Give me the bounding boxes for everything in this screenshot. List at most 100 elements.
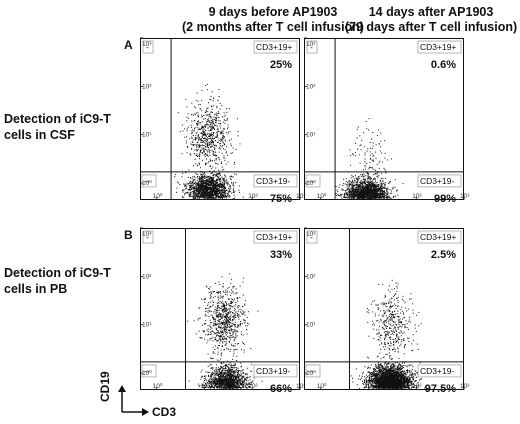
data-point <box>216 364 218 366</box>
data-point <box>206 196 208 198</box>
data-point <box>206 108 208 110</box>
data-point <box>214 173 216 175</box>
data-point <box>211 134 213 135</box>
data-point <box>230 300 232 302</box>
data-point <box>211 187 213 189</box>
data-point <box>363 188 365 190</box>
data-point <box>373 197 375 199</box>
data-point <box>208 187 210 189</box>
data-point <box>379 188 381 190</box>
data-point <box>351 189 353 191</box>
data-point <box>206 119 208 121</box>
data-point <box>204 151 205 153</box>
data-point <box>385 184 386 186</box>
data-point <box>220 191 221 193</box>
data-point <box>240 333 242 335</box>
data-point <box>243 311 245 313</box>
data-point <box>211 139 212 141</box>
data-point <box>199 185 201 186</box>
data-point <box>371 148 373 150</box>
data-point <box>358 192 360 194</box>
data-point <box>202 195 204 197</box>
data-point <box>194 114 196 116</box>
data-point <box>239 191 240 193</box>
data-point <box>229 196 231 198</box>
data-point <box>219 321 221 323</box>
data-point <box>216 179 217 181</box>
data-point <box>226 294 228 296</box>
data-point <box>214 322 216 324</box>
data-point <box>239 315 241 317</box>
data-point <box>200 190 202 192</box>
gate-label-upper: CD3+19+ <box>420 42 456 52</box>
data-point <box>228 330 230 332</box>
data-point <box>232 312 234 314</box>
data-point <box>372 187 374 188</box>
data-point <box>220 186 222 187</box>
data-point <box>211 195 213 197</box>
data-point <box>379 160 380 162</box>
data-point <box>372 193 374 194</box>
data-point <box>194 113 196 115</box>
data-point <box>356 128 358 130</box>
data-point <box>217 135 219 137</box>
data-point <box>389 181 391 183</box>
data-point <box>199 177 201 179</box>
data-point <box>223 187 225 189</box>
data-point <box>212 175 214 176</box>
data-point <box>212 323 214 325</box>
data-point <box>189 182 191 184</box>
data-point <box>348 193 350 195</box>
data-point <box>233 310 235 312</box>
data-point <box>214 338 216 340</box>
data-point <box>216 175 218 177</box>
data-point <box>208 316 210 317</box>
data-point <box>210 120 212 121</box>
data-point <box>229 189 231 191</box>
data-point <box>194 189 196 191</box>
data-point <box>210 99 212 101</box>
data-point <box>364 158 366 160</box>
data-point <box>373 188 375 190</box>
data-point <box>368 190 370 192</box>
data-point <box>391 190 392 192</box>
x-tick-label: 10⁰ <box>153 192 163 200</box>
data-point <box>352 153 354 155</box>
data-point <box>191 148 193 150</box>
data-point <box>207 124 209 126</box>
data-point <box>226 108 228 110</box>
data-point <box>368 177 370 179</box>
data-point <box>378 143 380 145</box>
data-point <box>370 186 371 188</box>
data-point <box>211 197 213 199</box>
data-point <box>377 134 378 136</box>
data-point <box>209 159 211 161</box>
data-point <box>380 181 382 183</box>
data-point <box>380 177 382 179</box>
data-point <box>238 369 239 371</box>
data-point <box>224 304 226 306</box>
data-point <box>219 145 221 147</box>
data-point <box>232 183 234 185</box>
data-point <box>204 112 206 113</box>
data-point <box>379 190 381 192</box>
data-point <box>212 183 214 185</box>
data-point <box>212 140 214 142</box>
data-point <box>207 162 209 164</box>
data-point <box>229 326 230 328</box>
data-point <box>347 187 349 189</box>
data-point <box>223 308 224 310</box>
data-point <box>220 183 222 185</box>
data-point <box>197 125 199 127</box>
data-point <box>367 193 369 195</box>
data-point <box>218 187 220 189</box>
data-point <box>217 330 219 332</box>
data-point <box>226 291 228 293</box>
data-point <box>219 326 221 328</box>
data-point <box>206 141 208 143</box>
data-point <box>215 122 217 124</box>
data-point <box>221 186 223 188</box>
data-point <box>224 197 226 199</box>
data-point <box>184 193 186 195</box>
data-point <box>216 329 217 331</box>
